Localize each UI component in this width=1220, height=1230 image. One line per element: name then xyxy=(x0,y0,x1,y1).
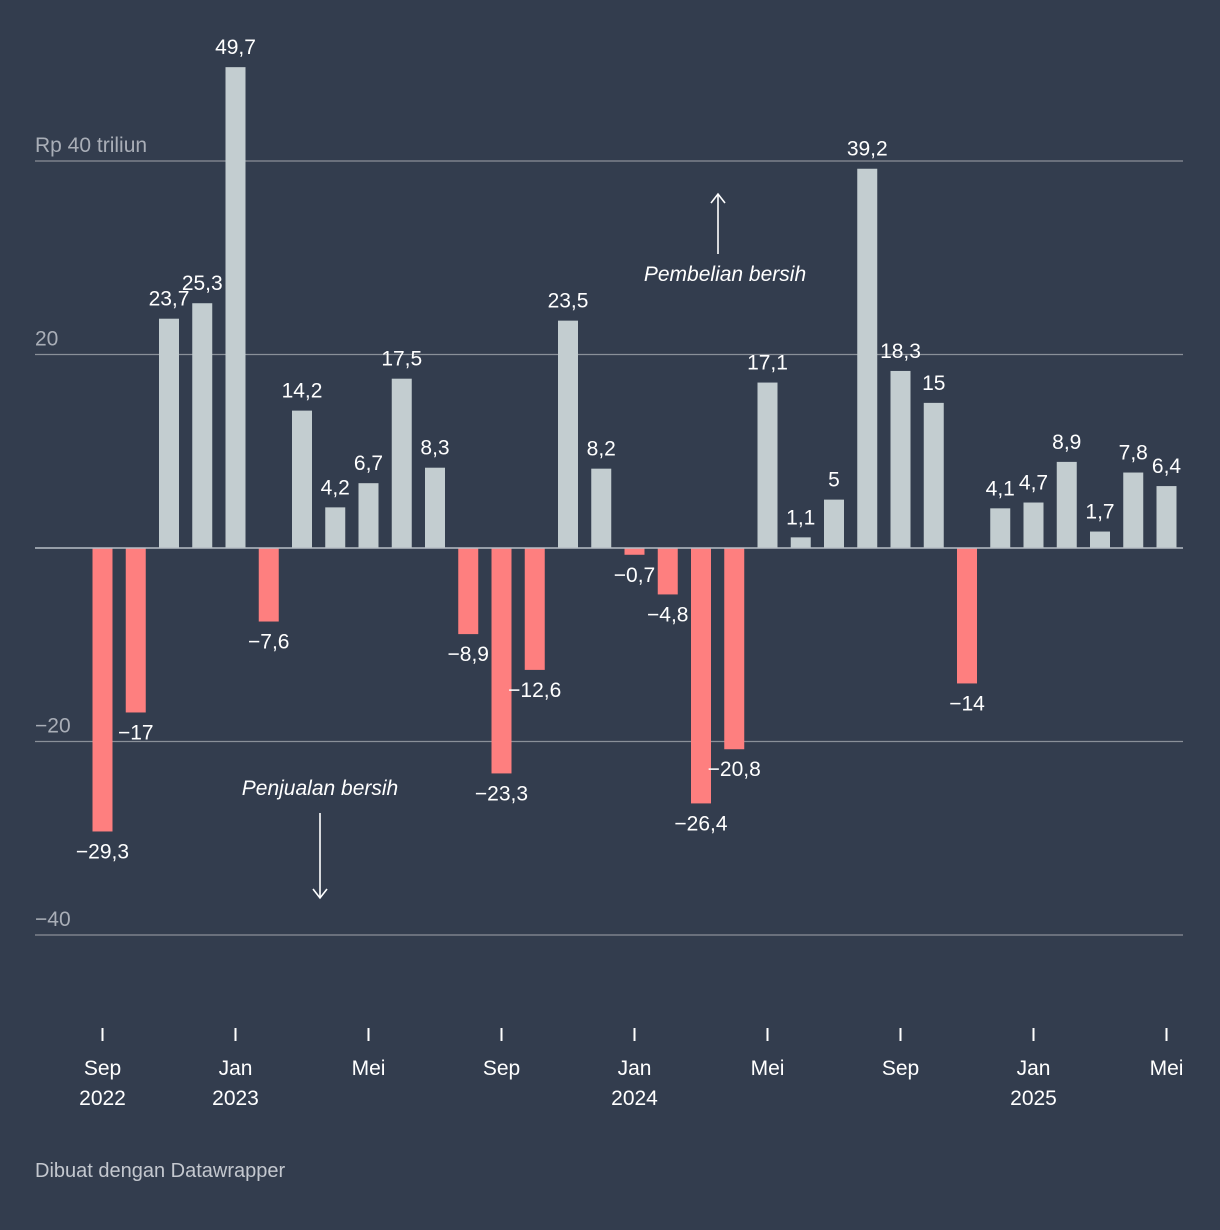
bar xyxy=(1156,486,1177,548)
annotation-arrow-down-head xyxy=(312,888,328,900)
bar xyxy=(657,548,678,595)
footer-credit: Dibuat dengan Datawrapper xyxy=(35,1160,286,1182)
bar-value-label: −26,4 xyxy=(674,812,727,835)
annotation-arrow-up-head xyxy=(710,192,726,204)
bar xyxy=(890,370,911,548)
bar-value-label: 6,7 xyxy=(354,452,383,475)
bar xyxy=(558,320,578,548)
y-tick-label: 20 xyxy=(35,328,58,351)
x-tick-year-label: 2024 xyxy=(611,1087,658,1110)
x-tick-year-label: 2023 xyxy=(212,1087,259,1110)
bar-value-label: 7,8 xyxy=(1119,442,1148,465)
bar-value-label: 39,2 xyxy=(847,138,888,161)
bar-value-label: 8,2 xyxy=(587,438,616,461)
bar xyxy=(691,548,711,804)
y-tick-label: −20 xyxy=(35,715,71,738)
bar xyxy=(292,410,312,548)
bar xyxy=(790,537,811,548)
bar-value-label: 15 xyxy=(922,372,945,395)
bar xyxy=(1090,531,1110,548)
net-flow-bar-chart: Rp 40 triliun 20 −20 −40 −29,3 −17 23,725,3 49… xyxy=(35,36,1183,1110)
bar-value-label: −8,9 xyxy=(448,643,489,666)
bar-value-label: −23,3 xyxy=(475,782,528,805)
bar xyxy=(591,468,612,548)
bar-value-label: 23,7 xyxy=(149,288,190,311)
bar-value-label: 8,9 xyxy=(1052,431,1081,454)
bar-value-label: 25,3 xyxy=(182,272,223,295)
bar-value-label: 18,3 xyxy=(880,340,921,363)
bar-value-label: 14,2 xyxy=(282,380,323,403)
bar-value-label: 8,3 xyxy=(420,437,449,460)
bar xyxy=(857,168,878,549)
bar-value-label: −17 xyxy=(118,721,154,744)
bar xyxy=(757,382,778,548)
bar-value-label: 49,7 xyxy=(215,36,256,59)
bar xyxy=(990,508,1011,548)
annotation-positive-label: Pembelian bersih xyxy=(644,263,806,286)
y-tick-label: Rp 40 triliun xyxy=(35,134,147,157)
x-tick-label: Sep xyxy=(882,1057,919,1080)
x-tick-label: Jan xyxy=(1017,1057,1051,1080)
bar-value-label: 4,2 xyxy=(321,476,350,499)
annotations: Pembelian bersih Penjualan bersih xyxy=(242,192,806,900)
value-labels: −29,3 −17 23,725,3 49,7 −7,6 14,2 4,26,7 17,5 8,… xyxy=(76,36,1181,863)
bar-value-label: −14 xyxy=(949,692,985,715)
bar-value-label: −20,8 xyxy=(708,758,761,781)
bar-value-label: 23,5 xyxy=(548,290,589,313)
x-tick-label: Jan xyxy=(219,1057,253,1080)
bar xyxy=(425,467,445,548)
bar-value-label: 5 xyxy=(828,469,840,492)
bar xyxy=(824,499,844,548)
bar xyxy=(92,548,113,832)
x-tick-year-label: 2022 xyxy=(79,1087,126,1110)
bar xyxy=(1023,502,1044,548)
bar-value-label: 17,1 xyxy=(747,352,788,375)
x-tick-label: Sep xyxy=(84,1057,121,1080)
bar xyxy=(159,318,179,548)
annotation-negative-label: Penjualan bersih xyxy=(242,777,398,800)
bar xyxy=(524,548,545,670)
x-tick-label: Mei xyxy=(352,1057,386,1080)
bar-value-label: 1,1 xyxy=(786,506,815,529)
x-tick-label: Sep xyxy=(483,1057,520,1080)
x-tick-label: Jan xyxy=(618,1057,652,1080)
bar-value-label: 4,1 xyxy=(986,477,1015,500)
bar-value-label: −4,8 xyxy=(647,603,688,626)
x-axis: Sep 2022 Jan 2023 Mei Sep Jan 2024 Mei Sep Jan 2025… xyxy=(79,1028,1183,1110)
bar xyxy=(957,548,977,684)
bar xyxy=(1056,461,1077,548)
bar-value-label: 4,7 xyxy=(1019,472,1048,495)
bar xyxy=(724,548,745,750)
bar xyxy=(458,548,479,635)
bar xyxy=(225,67,246,548)
bar-value-label: −7,6 xyxy=(248,631,289,654)
x-tick-label: Mei xyxy=(1150,1057,1184,1080)
bar-value-label: −0,7 xyxy=(614,564,655,587)
bar xyxy=(192,303,213,548)
bar-value-label: −29,3 xyxy=(76,840,129,863)
bar xyxy=(391,378,412,548)
bar xyxy=(624,548,645,555)
x-tick-label: Mei xyxy=(751,1057,785,1080)
x-tick-year-label: 2025 xyxy=(1010,1087,1057,1110)
y-tick-label: −40 xyxy=(35,908,71,931)
bar xyxy=(125,548,146,713)
bars xyxy=(35,67,1183,832)
bar xyxy=(258,548,279,622)
bar xyxy=(325,507,346,548)
bar-value-label: −12,6 xyxy=(508,679,561,702)
bar-value-label: 17,5 xyxy=(381,348,422,371)
bar xyxy=(491,548,512,774)
bar xyxy=(1123,472,1144,548)
grid-lines: Rp 40 triliun 20 −20 −40 xyxy=(35,134,1183,936)
bar-value-label: 6,4 xyxy=(1152,455,1182,478)
bar xyxy=(358,483,379,548)
bar xyxy=(923,402,944,548)
bar-value-label: 1,7 xyxy=(1085,501,1114,524)
